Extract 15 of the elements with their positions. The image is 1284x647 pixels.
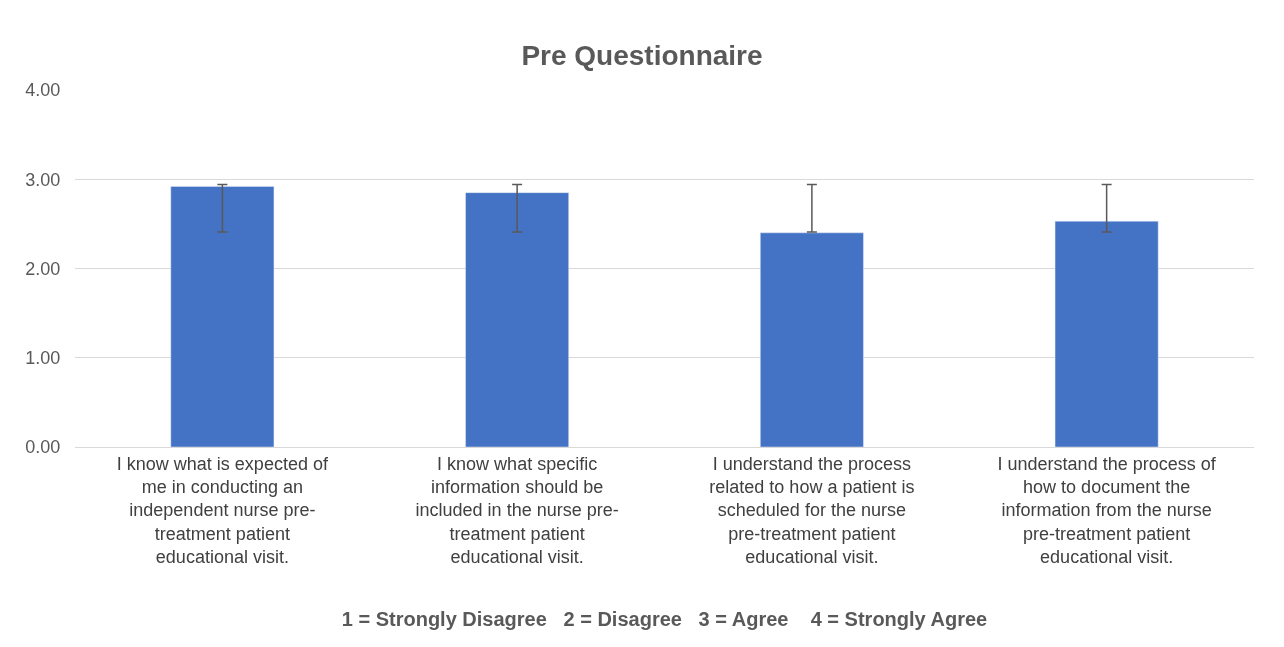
y-tick-label: 1.00: [25, 348, 61, 369]
x-tick-label: I understand the process related to how a patient is scheduled for the nurse pre-treatment patient educational visit.: [709, 453, 915, 568]
bar: [170, 186, 275, 447]
y-tick-label: 4.00: [25, 80, 61, 101]
chart-title: Pre Questionnaire: [521, 39, 763, 71]
y-tick-label: 2.00: [25, 258, 61, 279]
x-tick-label: I know what specific information should be included in the nurse pre-treatment patient educational visit.: [415, 453, 619, 568]
x-axis-title: 1 = Strongly Disagree 2 = Disagree 3 = Agree 4 = Strongly Agree: [341, 607, 988, 630]
bar: [465, 192, 569, 447]
y-tick-label: 0.00: [25, 437, 61, 458]
y-tick-label: 3.00: [25, 169, 61, 190]
bar: [760, 232, 864, 447]
bar: [1054, 220, 1159, 447]
x-tick-label: I know what is expected of me in conducting an independent nurse pre-treatment patient educational visit.: [116, 453, 329, 568]
x-tick-label: I understand the process of how to document the information from the nurse pre-treatment patient educational visit.: [997, 453, 1217, 568]
